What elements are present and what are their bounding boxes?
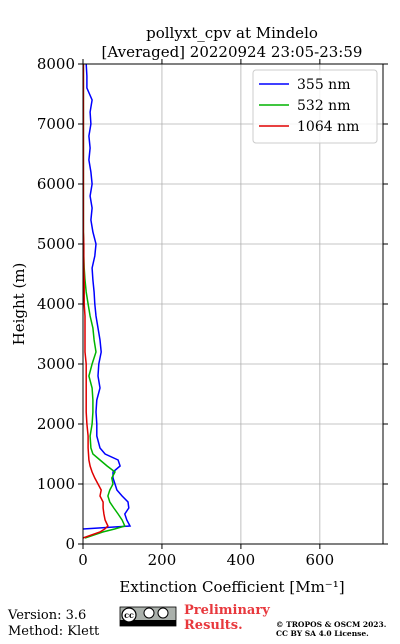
y-tick-label: 5000 — [37, 235, 75, 253]
profile-line — [82, 64, 109, 539]
x-tick-label: 200 — [148, 551, 177, 569]
x-tick-label: 600 — [306, 551, 335, 569]
x-tick-label: 0 — [78, 551, 88, 569]
copyright: © TROPOS & OSCM 2023. — [276, 620, 386, 629]
y-tick-label: 2000 — [37, 415, 75, 433]
legend-label: 355 nm — [297, 77, 350, 93]
y-tick-label: 6000 — [37, 175, 75, 193]
y-tick-label: 0 — [65, 535, 75, 553]
y-tick-label: 1000 — [37, 475, 75, 493]
y-tick-label: 3000 — [37, 355, 75, 373]
legend: 355 nm 532 nm 1064 nm — [252, 69, 378, 144]
y-tick-label: 4000 — [37, 295, 75, 313]
plot-frame — [82, 63, 384, 545]
legend-box — [252, 69, 378, 144]
legend-label: 532 nm — [297, 98, 350, 114]
y-axis-label: Height (m) — [10, 263, 28, 346]
chart-subtitle: [Averaged] 20220924 23:05-23:59 — [102, 43, 363, 61]
method: Method: Klett — [8, 624, 100, 639]
license: CC BY SA 4.0 License. — [276, 629, 369, 638]
y-tick-label: 7000 — [37, 115, 75, 133]
license-badge: cc — [119, 606, 177, 627]
version: Version: 3.6 — [7, 608, 86, 623]
preliminary-notice: Preliminary Results. — [184, 603, 270, 633]
y-tick-label: 8000 — [37, 55, 75, 73]
profile-line — [82, 63, 132, 530]
badge-text: cc — [124, 610, 134, 620]
chart-title: pollyxt_cpv at Mindelo — [146, 24, 318, 42]
legend-label: 1064 nm — [297, 119, 359, 135]
x-axis-label: Extinction Coefficient [Mm⁻¹] — [119, 578, 344, 596]
x-tick-label: 400 — [227, 551, 256, 569]
